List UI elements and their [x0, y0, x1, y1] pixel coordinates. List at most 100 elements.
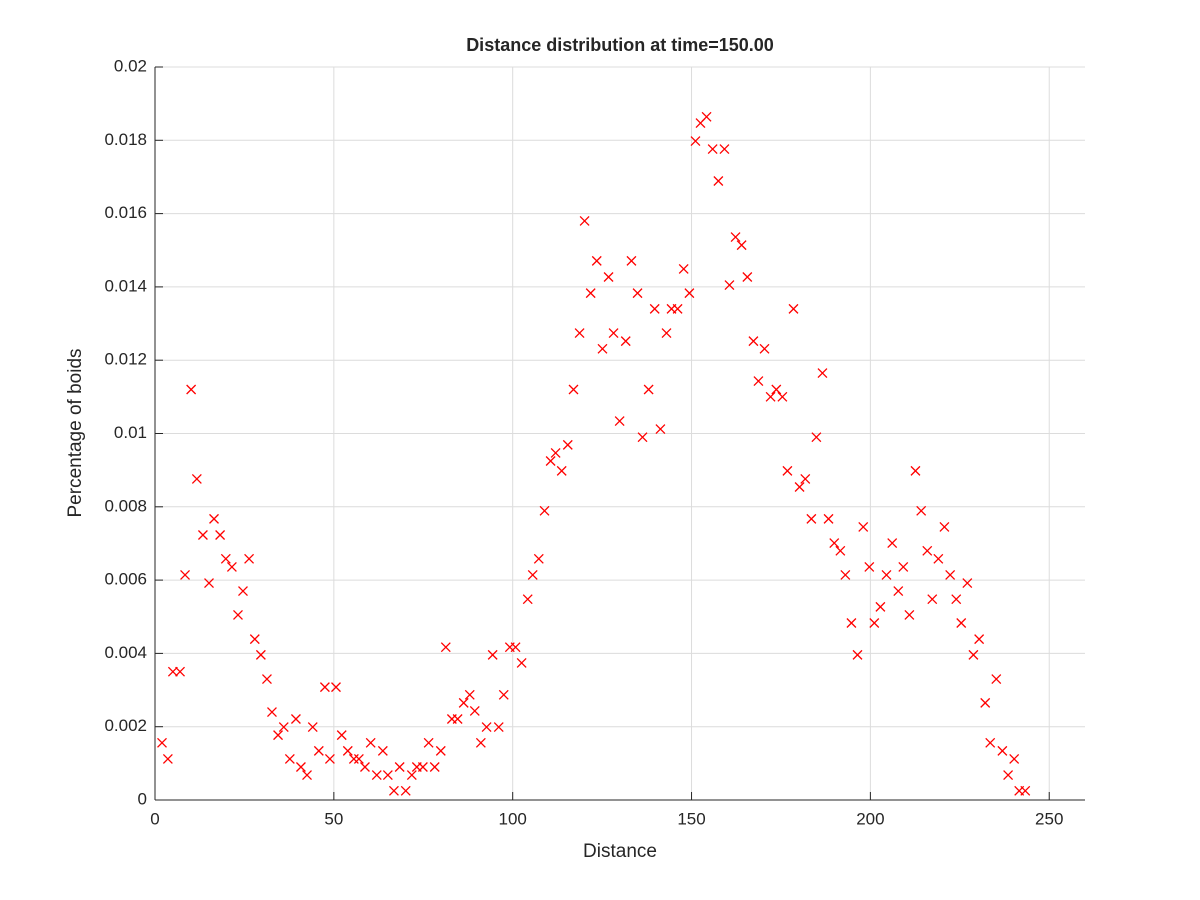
marker — [452, 714, 463, 724]
marker — [469, 705, 480, 716]
marker — [556, 465, 567, 476]
x-tick-label: 150 — [677, 809, 705, 828]
marker — [690, 136, 701, 146]
marker — [869, 618, 880, 628]
marker — [324, 753, 335, 764]
marker — [307, 722, 318, 733]
y-tick-label: 0.02 — [114, 56, 147, 75]
marker — [603, 272, 614, 282]
marker — [533, 553, 544, 564]
marker — [719, 144, 730, 155]
marker — [574, 328, 585, 339]
y-tick-label: 0.006 — [104, 570, 147, 589]
marker — [527, 570, 538, 580]
marker — [875, 601, 886, 612]
marker — [748, 336, 759, 347]
marker — [191, 473, 202, 484]
x-tick-label: 100 — [499, 809, 527, 828]
marker — [167, 666, 178, 677]
marker — [968, 649, 979, 660]
marker — [238, 586, 248, 597]
marker — [916, 505, 927, 516]
marker — [284, 753, 295, 764]
marker — [313, 745, 324, 756]
marker — [539, 505, 550, 516]
marker — [939, 521, 950, 532]
marker — [608, 328, 619, 339]
marker — [157, 737, 167, 748]
marker — [249, 634, 260, 645]
marker — [800, 473, 811, 484]
marker — [516, 657, 527, 668]
marker — [522, 594, 533, 605]
marker — [655, 424, 666, 435]
marker — [829, 538, 840, 549]
marker — [846, 618, 857, 628]
y-axis-label: Percentage of boids — [65, 348, 86, 517]
x-tick-label: 200 — [856, 809, 884, 828]
marker — [806, 513, 817, 524]
marker — [887, 538, 898, 549]
marker — [382, 770, 393, 781]
marker — [290, 714, 301, 724]
marker — [186, 384, 197, 395]
marker — [782, 465, 793, 476]
y-tick-label: 0.018 — [104, 130, 147, 149]
marker — [481, 722, 492, 733]
marker — [175, 666, 185, 677]
marker — [951, 594, 962, 605]
marker — [464, 689, 475, 700]
marker — [498, 689, 509, 700]
marker — [319, 682, 330, 693]
y-tick-label: 0.002 — [104, 716, 147, 735]
marker — [388, 785, 399, 796]
marker — [400, 785, 411, 796]
marker — [579, 215, 590, 226]
y-tick-label: 0.004 — [104, 643, 147, 662]
marker — [267, 707, 277, 717]
marker — [678, 263, 689, 274]
marker — [394, 762, 405, 772]
marker — [632, 288, 643, 299]
marker — [273, 730, 284, 741]
marker — [435, 745, 446, 756]
marker — [371, 770, 382, 781]
marker — [215, 530, 226, 540]
marker — [591, 255, 602, 266]
marker — [162, 753, 173, 764]
marker — [365, 737, 376, 748]
marker — [620, 336, 631, 347]
marker — [753, 376, 764, 387]
marker — [956, 618, 967, 628]
marker — [777, 391, 788, 402]
marker — [910, 465, 921, 476]
marker — [898, 561, 909, 572]
marker — [922, 545, 933, 556]
marker — [637, 432, 648, 443]
marker — [417, 762, 428, 772]
marker — [643, 384, 654, 395]
marker — [226, 561, 237, 572]
marker — [487, 649, 498, 660]
marker — [997, 745, 1008, 756]
marker — [244, 553, 255, 564]
marker — [1003, 770, 1014, 781]
y-tick-label: 0.014 — [104, 276, 147, 295]
marker — [348, 753, 359, 764]
marker — [353, 753, 364, 764]
marker — [440, 642, 451, 653]
marker — [823, 513, 834, 524]
marker — [962, 578, 973, 588]
marker — [661, 328, 672, 339]
marker — [458, 697, 469, 708]
marker — [1020, 785, 1031, 796]
marker — [893, 586, 904, 597]
marker — [1009, 753, 1020, 764]
marker — [765, 391, 776, 402]
marker — [945, 570, 956, 580]
chart-title: Distance distribution at time=150.00 — [466, 35, 774, 55]
marker — [974, 634, 985, 645]
marker — [852, 649, 863, 660]
